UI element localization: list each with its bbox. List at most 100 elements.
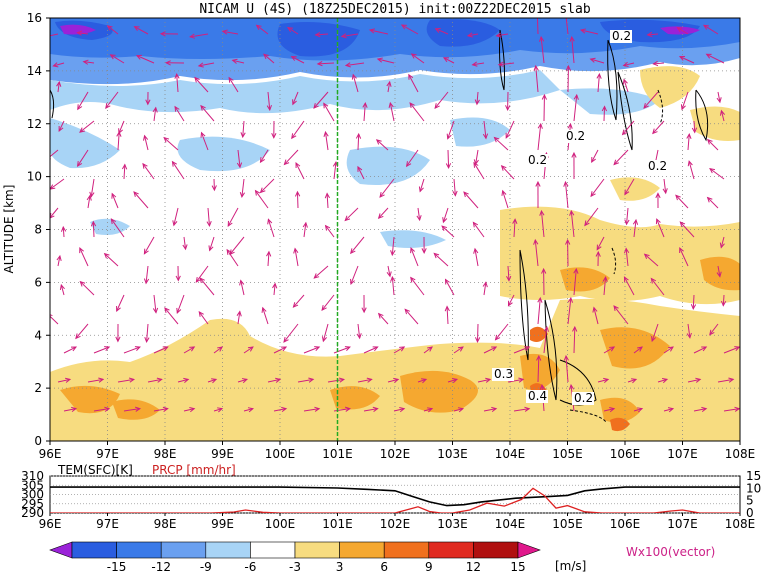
wind-vector	[321, 323, 329, 343]
wind-vector	[50, 314, 59, 325]
wind-vector	[453, 346, 464, 354]
wind-vector	[423, 346, 433, 354]
tem-label: TEM(SFC)[K]	[57, 463, 133, 477]
wind-vector	[271, 120, 277, 139]
wind-vector	[79, 247, 89, 267]
wind-vector	[333, 406, 352, 412]
colorbar-tick-label: -6	[244, 560, 256, 574]
wind-vector	[471, 61, 485, 67]
wind-vector	[116, 294, 125, 313]
wind-vector	[680, 91, 689, 111]
surface-x-tick-label: 98E	[154, 517, 177, 531]
wind-vector	[361, 294, 367, 314]
shading-patch	[640, 66, 700, 108]
wind-vector	[505, 120, 515, 139]
wind-vector	[208, 236, 215, 252]
wind-vector	[709, 323, 719, 336]
wind-vector	[507, 377, 525, 383]
wind-vector	[601, 105, 608, 122]
tem-tick-label: 295	[21, 497, 44, 511]
wind-vector	[717, 377, 735, 383]
wind-vector	[79, 120, 95, 133]
wind-vector	[719, 236, 725, 249]
wind-vector	[663, 407, 675, 413]
wind-vector	[351, 73, 359, 93]
wind-vector	[316, 61, 335, 67]
wind-vector	[579, 28, 599, 35]
surface-x-tick-label: 103E	[437, 517, 468, 531]
wind-vector	[327, 377, 346, 383]
vector-legend-label: Wx100(vector)	[626, 545, 715, 559]
wind-vector	[292, 294, 305, 308]
wind-vector	[142, 162, 155, 180]
wind-vector	[675, 194, 689, 209]
wind-vector	[189, 33, 209, 39]
colorbar-tick-label: -9	[200, 560, 212, 574]
wind-vector	[259, 178, 275, 194]
wind-vector	[624, 207, 630, 226]
wind-vector	[565, 238, 571, 267]
shading-patch	[50, 118, 120, 169]
wind-vector	[595, 250, 601, 267]
surface-x-tick-label: 102E	[380, 517, 411, 531]
wind-vector	[106, 25, 119, 35]
wind-vector	[537, 122, 543, 151]
surface-x-tick-label: 101E	[322, 517, 353, 531]
x-tick-label: 104E	[495, 447, 526, 461]
surface-x-tick-label: 106E	[610, 517, 641, 531]
wind-vector	[123, 346, 141, 354]
wind-vector	[506, 265, 512, 282]
colorbar-swatch	[428, 541, 474, 559]
wind-vector	[164, 307, 179, 325]
wind-vector	[434, 91, 449, 109]
wind-vector	[133, 26, 149, 35]
wind-vector	[105, 91, 119, 109]
svg-text:0.2: 0.2	[648, 159, 667, 173]
wind-vector	[267, 218, 275, 238]
contour-line	[569, 409, 607, 423]
contour-label: 0.2	[572, 391, 594, 405]
wind-vector	[144, 323, 150, 344]
colorbar-tick-label: 15	[510, 560, 525, 574]
wind-vector	[313, 91, 329, 109]
x-tick-label: 106E	[610, 447, 641, 461]
contour-label: 0.2	[526, 153, 548, 167]
wind-vector	[444, 305, 450, 325]
wind-vector	[194, 76, 209, 93]
wind-vector	[90, 220, 97, 238]
surface-x-tick-label: 96E	[39, 517, 62, 531]
wind-vector	[368, 28, 389, 35]
wind-vector	[152, 106, 158, 122]
wind-vector	[313, 265, 329, 279]
wind-vector	[163, 136, 179, 151]
x-tick-label: 100E	[265, 447, 296, 461]
wind-vector	[386, 80, 392, 93]
wind-vector	[483, 346, 498, 354]
wind-vector	[690, 294, 697, 311]
contour-label: 0.2	[610, 29, 632, 43]
wind-vector	[662, 178, 668, 195]
wind-vector	[239, 279, 245, 296]
y-tick-label: 16	[27, 11, 42, 25]
wind-vector	[474, 323, 481, 343]
wind-vector	[404, 308, 419, 325]
wind-vector	[266, 91, 272, 112]
shading-patch	[177, 136, 270, 172]
wind-vector	[463, 191, 479, 209]
wind-vector	[50, 33, 59, 37]
wind-vector	[291, 120, 305, 140]
wind-vector	[584, 207, 599, 227]
x-tick-label: 105E	[552, 447, 583, 461]
wind-vector	[135, 54, 155, 64]
wind-vector	[613, 305, 629, 325]
shading-patch	[277, 22, 360, 57]
wind-vector	[603, 407, 616, 413]
colorbar-swatch	[473, 541, 519, 559]
wind-vector	[706, 138, 719, 151]
shading-patch	[600, 397, 640, 423]
wind-vector	[226, 248, 239, 267]
wind-vector	[143, 134, 149, 151]
wind-vector	[417, 378, 428, 384]
contour-line	[617, 71, 633, 151]
